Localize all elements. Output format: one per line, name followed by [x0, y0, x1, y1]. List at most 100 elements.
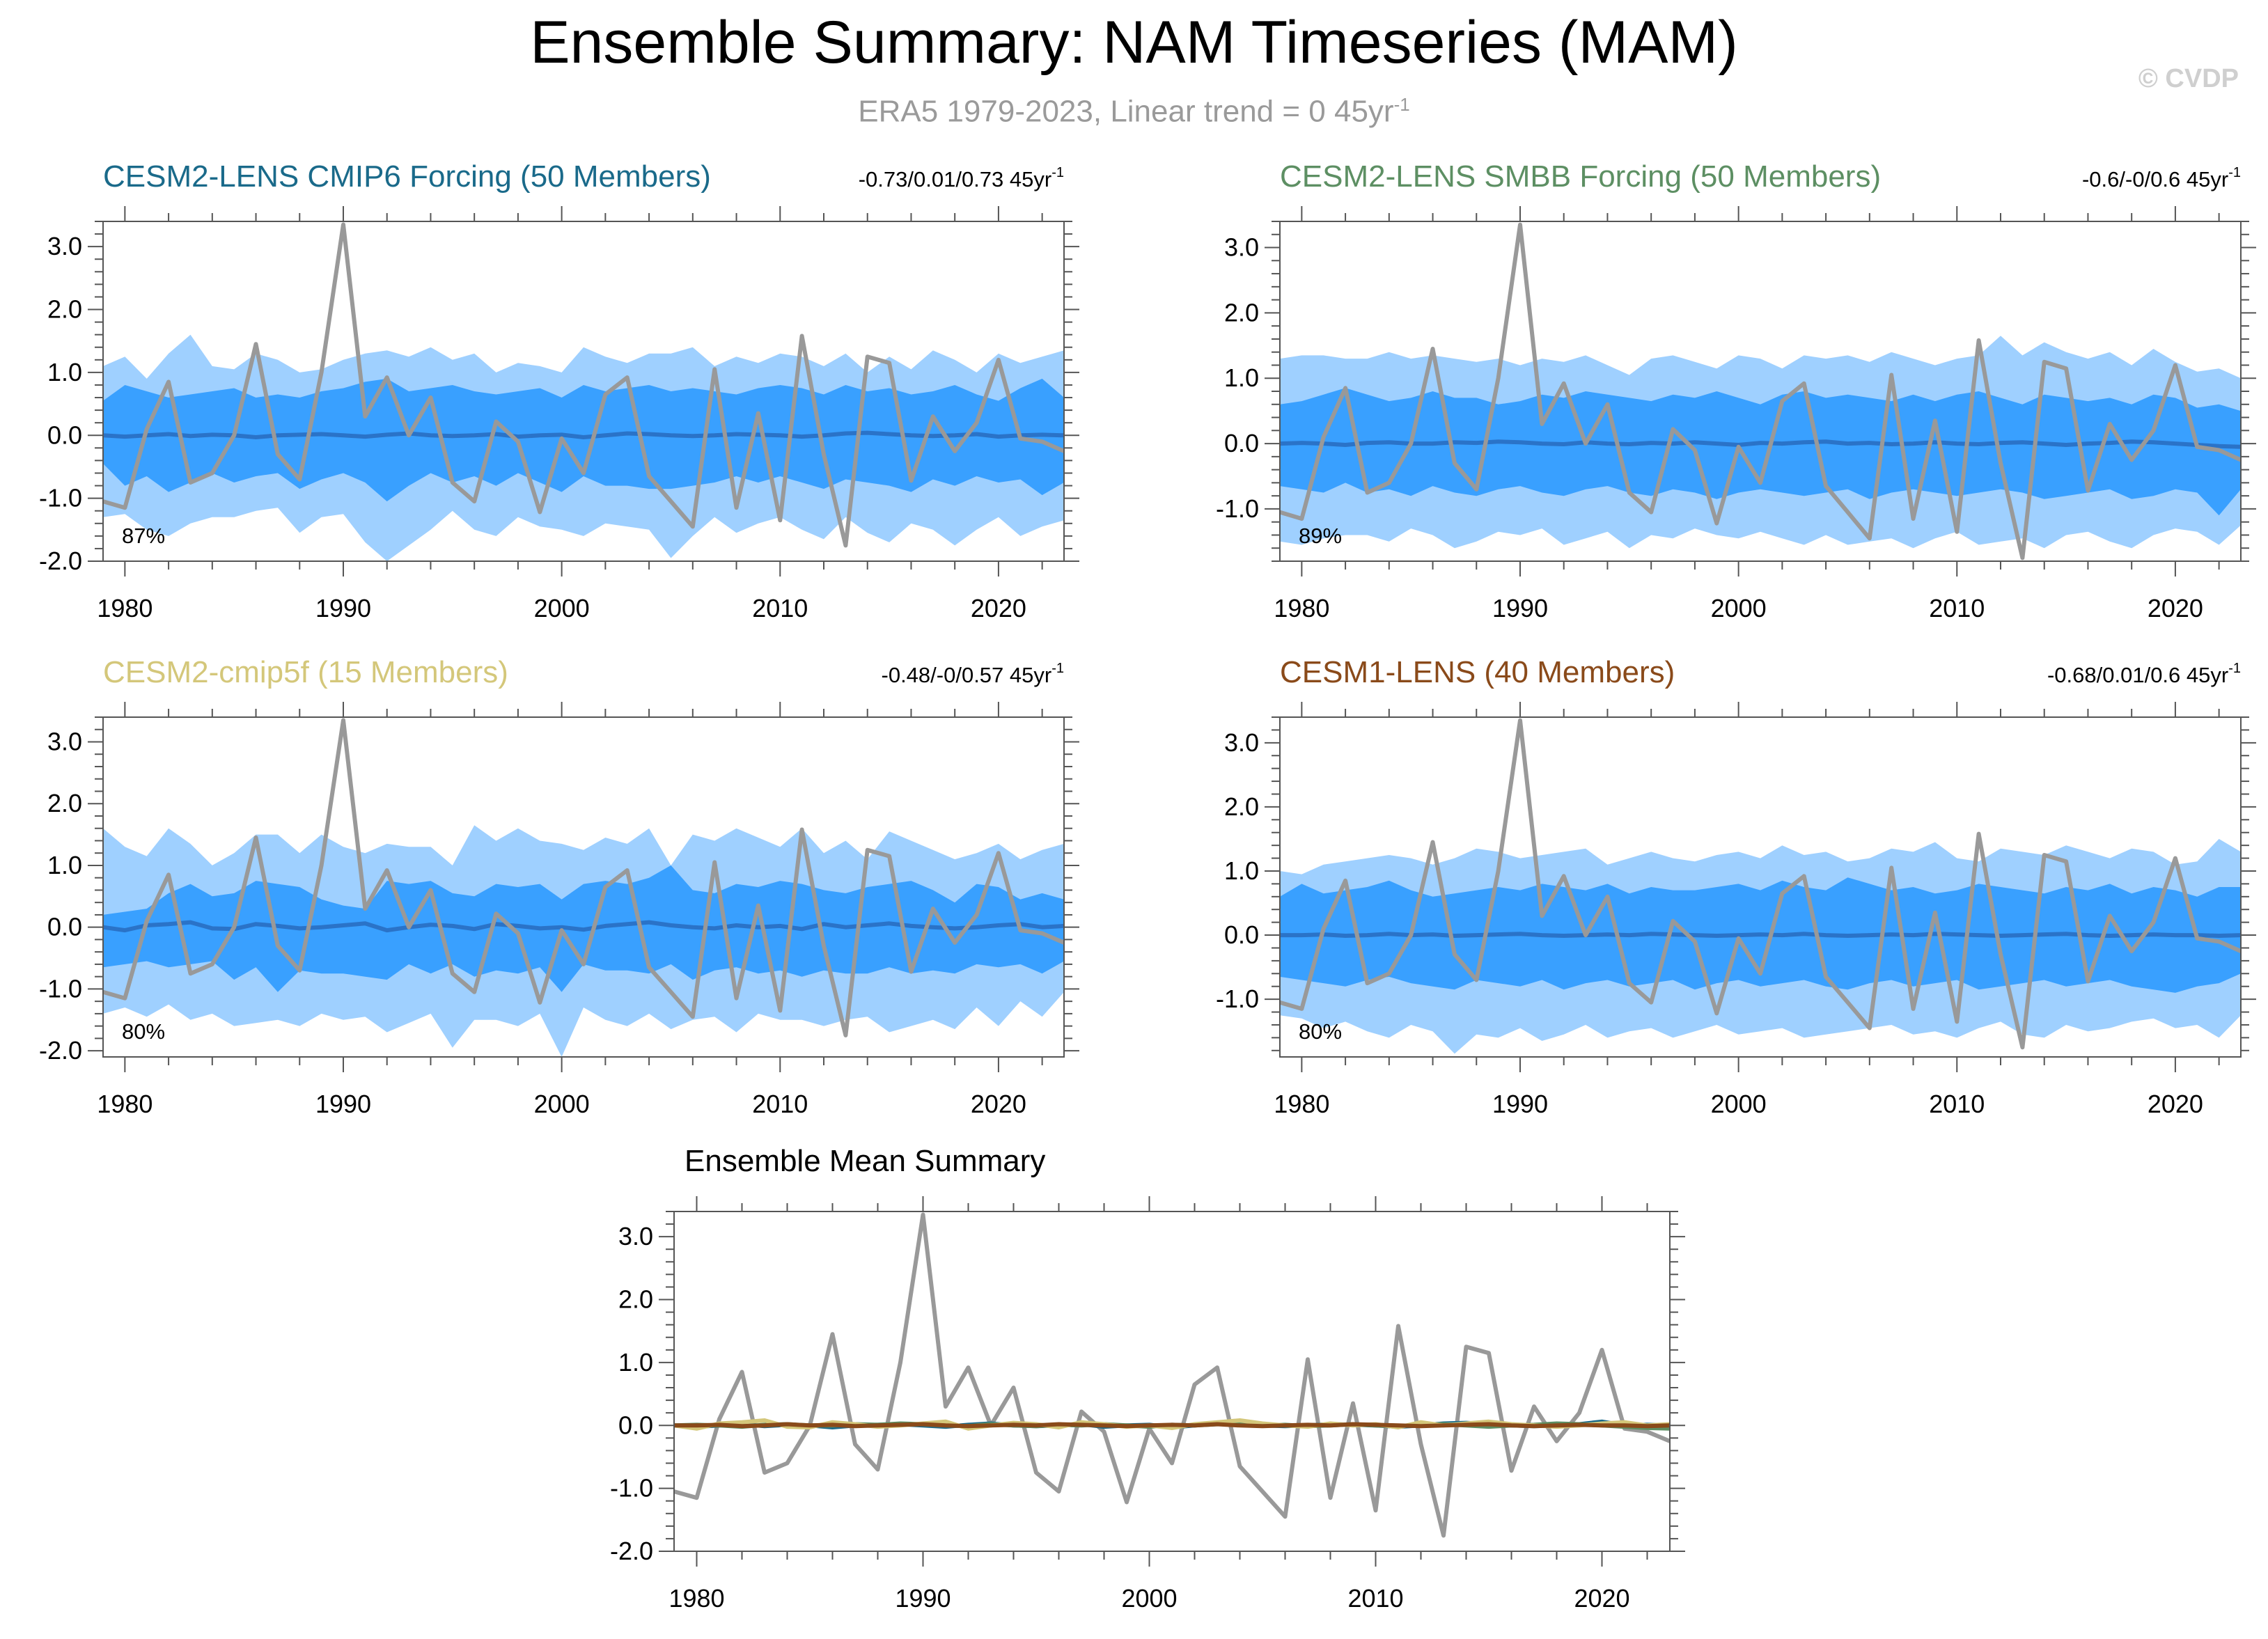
panel-trend-range: -0.6/-0/0.6 45yr-1 — [2082, 165, 2241, 191]
ensemble-range-band-inner — [103, 378, 1064, 502]
ensemble-mean-series-line — [674, 1422, 1671, 1429]
plot-frame — [102, 716, 1065, 1058]
panel-title: CESM2-cmip5f (15 Members) — [103, 655, 508, 689]
y-tick-label: 0.0 — [47, 421, 82, 449]
y-tick-label: 2.0 — [1224, 298, 1259, 327]
x-tick-label: 2000 — [1121, 1584, 1177, 1613]
y-tick-label: -2.0 — [610, 1537, 653, 1565]
axis-ticks — [1265, 702, 2256, 1072]
x-tick-label: 1980 — [668, 1584, 724, 1613]
chart-panel-1: CESM2-LENS CMIP6 Forcing (50 Members) -0.… — [39, 159, 1079, 622]
x-tick-label: 1990 — [1492, 594, 1548, 622]
watermark: © CVDP — [2138, 64, 2239, 93]
x-tick-label: 2000 — [1711, 1090, 1767, 1118]
axis-ticks — [1265, 206, 2256, 577]
axis-ticks — [659, 1196, 1685, 1567]
y-tick-label: 0.0 — [1224, 429, 1259, 457]
panel-title: CESM2-LENS CMIP6 Forcing (50 Members) — [103, 159, 711, 194]
y-tick-label: 3.0 — [618, 1222, 653, 1250]
x-tick-label: 2020 — [2148, 594, 2203, 622]
panel-title: Ensemble Mean Summary — [685, 1144, 1045, 1178]
observed-era5-line — [1279, 718, 2242, 1050]
observed-era5-line — [673, 1212, 1671, 1538]
panel-trend-range-superscript: -1 — [2228, 165, 2241, 180]
percent-label: 87% — [122, 524, 165, 548]
y-tick-label: 1.0 — [618, 1348, 653, 1377]
y-tick-label: -1.0 — [1216, 494, 1259, 523]
subtitle-text: ERA5 1979-2023, Linear trend = 0 45yr — [858, 94, 1394, 129]
panel-trend-range-text: -0.73/0.01/0.73 45yr — [859, 167, 1051, 191]
axis-ticks — [88, 702, 1079, 1072]
y-tick-label: 1.0 — [1224, 363, 1259, 392]
y-tick-label: 1.0 — [1224, 856, 1259, 885]
plot-frame — [102, 221, 1065, 562]
panel-trend-range: -0.68/0.01/0.6 45yr-1 — [2047, 661, 2241, 687]
x-tick-label: 1990 — [315, 594, 371, 622]
panel-trend-range-text: -0.6/-0/0.6 45yr — [2082, 167, 2228, 191]
x-tick-label: 2000 — [1711, 594, 1767, 622]
x-tick-label: 2020 — [971, 594, 1026, 622]
observed-era5-line — [102, 718, 1065, 1037]
x-tick-label: 2010 — [752, 1090, 808, 1118]
subtitle: ERA5 1979-2023, Linear trend = 0 45yr-1 — [0, 94, 2268, 130]
panel-title: CESM2-LENS SMBB Forcing (50 Members) — [1280, 159, 1881, 194]
panel-trend-range: -0.73/0.01/0.73 45yr-1 — [859, 165, 1064, 191]
y-tick-label: 1.0 — [47, 851, 82, 879]
chart-panel-3: CESM2-cmip5f (15 Members) -0.48/-0/0.57 4… — [39, 655, 1079, 1118]
x-tick-label: 2000 — [534, 1090, 590, 1118]
panel-trend-range-superscript: -1 — [2228, 661, 2241, 676]
y-tick-label: 2.0 — [47, 789, 82, 817]
chart-panel-5: Ensemble Mean Summary 3.0 2.0 1.0 0.0 -1.0 -2.… — [610, 1144, 1685, 1613]
y-tick-label: -1.0 — [39, 484, 82, 512]
percent-label: 80% — [122, 1019, 165, 1044]
chart-panel-4: CESM1-LENS (40 Members) -0.68/0.01/0.6 45… — [1216, 655, 2256, 1118]
plot-frame — [673, 1211, 1671, 1552]
y-tick-label: 0.0 — [47, 913, 82, 941]
observed-era5-line — [1279, 222, 2242, 560]
y-tick-label: -1.0 — [39, 974, 82, 1003]
y-tick-label: 1.0 — [47, 358, 82, 386]
y-tick-label: 3.0 — [47, 727, 82, 755]
y-tick-label: 0.0 — [618, 1411, 653, 1439]
x-tick-label: 1990 — [1492, 1090, 1548, 1118]
x-tick-label: 2010 — [752, 594, 808, 622]
y-tick-label: 2.0 — [47, 295, 82, 324]
chart-panel-2: CESM2-LENS SMBB Forcing (50 Members) -0.6… — [1216, 159, 2256, 622]
y-tick-label: 0.0 — [1224, 920, 1259, 949]
panel-trend-range-text: -0.48/-0/0.57 45yr — [882, 663, 1052, 687]
y-tick-label: -2.0 — [39, 547, 82, 575]
x-tick-label: 2020 — [2148, 1090, 2203, 1118]
x-tick-label: 2010 — [1929, 594, 1985, 622]
x-tick-label: 1980 — [1274, 1090, 1329, 1118]
subtitle-superscript: -1 — [1393, 94, 1410, 115]
axis-ticks — [88, 206, 1079, 577]
main-title: Ensemble Summary: NAM Timeseries (MAM) — [530, 9, 1738, 76]
y-tick-label: -2.0 — [39, 1036, 82, 1065]
ensemble-mean-line — [1280, 932, 2242, 938]
x-tick-label: 1990 — [315, 1090, 371, 1118]
x-tick-label: 2020 — [971, 1090, 1026, 1118]
panel-trend-range: -0.48/-0/0.57 45yr-1 — [882, 661, 1065, 687]
percent-label: 80% — [1299, 1019, 1342, 1044]
observed-era5-line — [102, 222, 1065, 548]
y-tick-label: -1.0 — [610, 1474, 653, 1503]
x-tick-label: 2010 — [1347, 1584, 1403, 1613]
y-tick-label: 2.0 — [618, 1285, 653, 1314]
y-tick-label: -1.0 — [1216, 985, 1259, 1013]
panel-trend-range-text: -0.68/0.01/0.6 45yr — [2047, 663, 2228, 687]
x-tick-label: 2000 — [534, 594, 590, 622]
x-tick-label: 2020 — [1574, 1584, 1629, 1613]
panel-trend-range-superscript: -1 — [1051, 661, 1064, 676]
ensemble-range-band-inner — [1280, 388, 2241, 516]
x-tick-label: 1980 — [97, 1090, 152, 1118]
x-tick-label: 2010 — [1929, 1090, 1985, 1118]
panel-trend-range-superscript: -1 — [1051, 165, 1064, 180]
y-tick-label: 3.0 — [1224, 233, 1259, 262]
panel-title: CESM1-LENS (40 Members) — [1280, 655, 1675, 689]
x-tick-label: 1990 — [895, 1584, 951, 1613]
y-tick-label: 3.0 — [1224, 728, 1259, 757]
y-tick-label: 2.0 — [1224, 792, 1259, 821]
x-tick-label: 1980 — [97, 594, 152, 622]
plot-frame — [1279, 716, 2242, 1058]
